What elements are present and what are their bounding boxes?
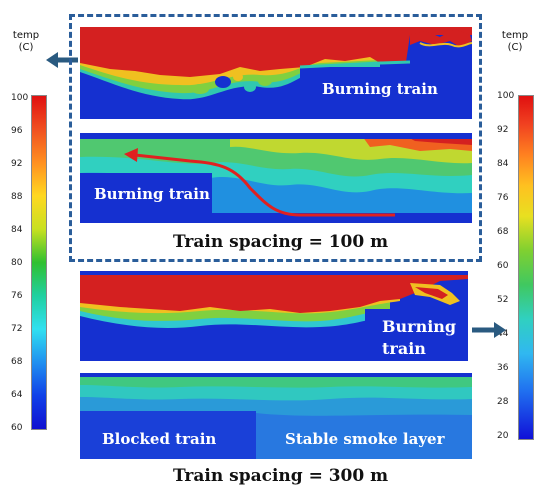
panel-3-temperature-field: Burning train	[80, 271, 468, 361]
legend-left-tick-label: 68	[11, 357, 23, 367]
right-legend-title-line1: temp	[501, 30, 529, 41]
legend-right-tick-label: 20	[497, 431, 509, 441]
left-legend-title-line2: (C)	[18, 42, 34, 53]
left-pointer-arrow	[46, 52, 78, 68]
legend-right-tick-label: 60	[497, 261, 509, 271]
legend-right-tick-label: 52	[497, 295, 509, 305]
legend-left-tick-label: 80	[11, 258, 23, 268]
legend-right-tick-label: 84	[497, 159, 509, 169]
legend-right-tick-label: 44	[497, 329, 509, 339]
panel-2-temperature-field: Burning train	[80, 133, 472, 223]
legend-right-tick-label: 92	[497, 125, 509, 135]
legend-left-tick-label: 76	[11, 291, 23, 301]
legend-left-tick-label: 96	[11, 126, 23, 136]
panel-3-contour	[80, 271, 468, 361]
panel-4-label-right: Stable smoke layer	[285, 430, 445, 448]
caption-300m: Train spacing = 300 m	[173, 466, 389, 486]
legend-left-tick-label: 92	[11, 159, 23, 169]
panel-4-temperature-field: Blocked train Stable smoke layer	[80, 373, 472, 459]
panel-2-contour	[80, 133, 472, 223]
panel-3-label-line1: Burning	[382, 317, 457, 336]
panel-3-label: Burning train	[382, 316, 456, 360]
legend-left-tick-label: 60	[11, 423, 23, 433]
legend-right-tick-label: 76	[497, 193, 509, 203]
right-legend-title: temp (C)	[497, 30, 533, 54]
legend-right-tick-label: 28	[497, 397, 509, 407]
right-colorbar	[518, 95, 534, 440]
panel-1-contour	[80, 27, 472, 119]
legend-left-tick-label: 64	[11, 390, 23, 400]
right-pointer-arrow	[472, 322, 506, 338]
legend-right-tick-label: 100	[497, 91, 515, 101]
dashed-highlight-box	[69, 14, 482, 262]
right-legend-title-line2: (C)	[507, 42, 523, 53]
panel-1-temperature-field: Burning train	[80, 27, 472, 119]
left-legend-title: temp (C)	[8, 30, 44, 54]
legend-left-tick-label: 100	[11, 93, 29, 103]
panel-1-label: Burning train	[322, 80, 438, 98]
legend-right-tick-label: 36	[497, 363, 509, 373]
left-colorbar	[31, 95, 47, 430]
panel-3-label-line2: train	[382, 339, 426, 358]
panel-2-label: Burning train	[94, 185, 210, 203]
caption-100m: Train spacing = 100 m	[173, 232, 389, 252]
panel-4-contour	[80, 373, 472, 459]
legend-left-tick-label: 88	[11, 192, 23, 202]
legend-right-tick-label: 68	[497, 227, 509, 237]
left-legend-title-line1: temp	[12, 30, 40, 41]
panel-4-label-left: Blocked train	[102, 430, 217, 448]
legend-left-tick-label: 84	[11, 225, 23, 235]
legend-left-tick-label: 72	[11, 324, 23, 334]
